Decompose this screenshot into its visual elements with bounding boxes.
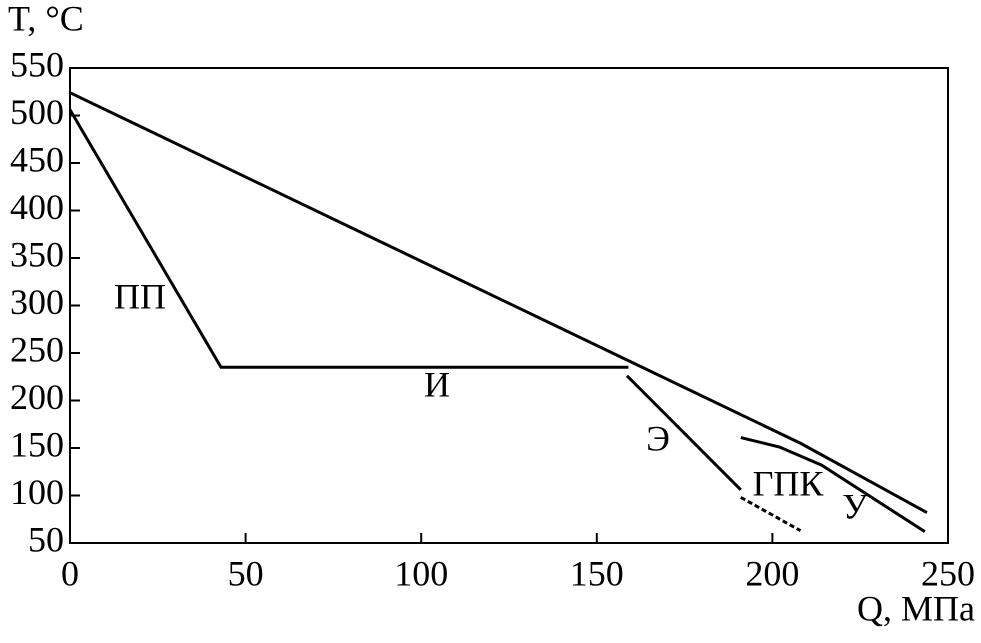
- x-tick-label: 50: [228, 553, 264, 593]
- y-tick-label: 550: [10, 44, 64, 84]
- y-tick-label: 300: [10, 282, 64, 322]
- y-tick-label: 400: [10, 187, 64, 227]
- y-axis-label: T, °C: [8, 0, 84, 38]
- y-tick-label: 450: [10, 139, 64, 179]
- y-tick-label: 150: [10, 424, 64, 464]
- y-tick-label: 250: [10, 329, 64, 369]
- y-tick-label: 500: [10, 92, 64, 132]
- x-tick-label: 150: [570, 553, 624, 593]
- line: [625, 374, 742, 491]
- y-tick-label: 200: [10, 377, 64, 417]
- x-tick-label: 100: [394, 553, 448, 593]
- annotation: Э: [646, 418, 670, 458]
- x-axis-label: Q, МПа: [857, 588, 975, 628]
- y-tick-label: 50: [28, 519, 64, 559]
- line: [69, 91, 928, 514]
- line: [68, 109, 629, 369]
- x-tick-label: 200: [745, 553, 799, 593]
- annotation: ПП: [114, 276, 166, 316]
- x-tick-label: 0: [61, 553, 79, 593]
- y-tick-label: 350: [10, 234, 64, 274]
- x-tick-label: 250: [921, 553, 975, 593]
- y-tick-label: 100: [10, 472, 64, 512]
- annotation: У: [842, 486, 868, 526]
- line: [740, 436, 926, 533]
- line: [740, 496, 802, 532]
- annotation: ГПК: [753, 463, 825, 503]
- annotation: И: [424, 364, 450, 404]
